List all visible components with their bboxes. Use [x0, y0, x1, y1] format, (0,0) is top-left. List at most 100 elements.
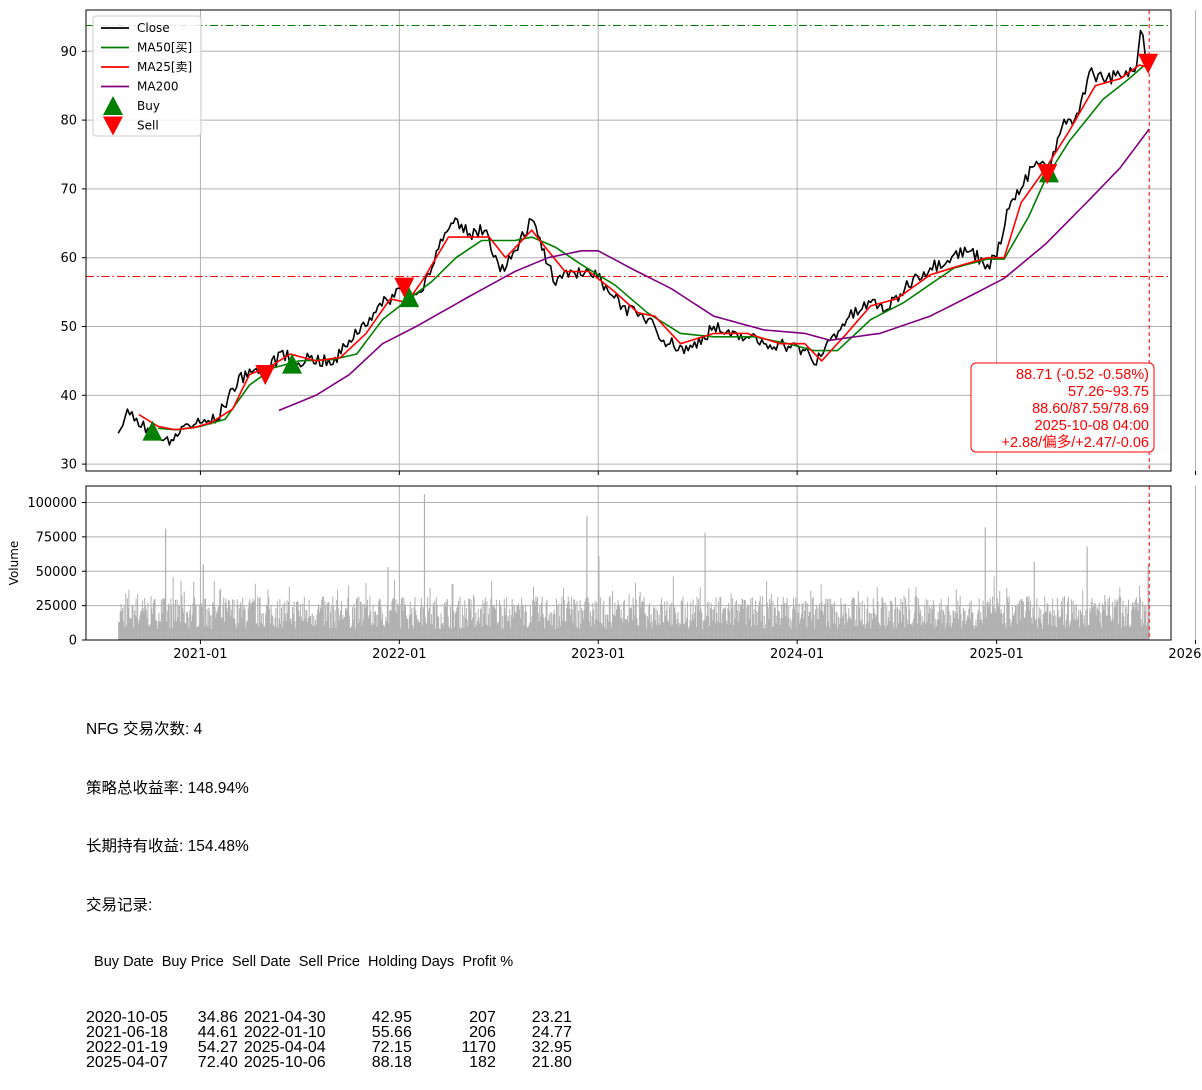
volume-bar [917, 598, 919, 640]
volume-bar [623, 599, 625, 640]
volume-bar [308, 600, 310, 640]
volume-bar [1048, 612, 1050, 640]
volume-bar [1044, 596, 1046, 640]
volume-bar [318, 604, 320, 640]
volume-bar [1018, 603, 1020, 640]
volume-bar [391, 600, 393, 640]
volume-bar [747, 604, 749, 640]
volume-bar [150, 596, 152, 640]
volume-bar [1077, 616, 1079, 640]
sell-price: 55.66 [371, 1024, 412, 1041]
volume-bar [403, 597, 405, 640]
volume-bar [731, 608, 733, 640]
trade-count: NFG 交易次数: 4 [86, 721, 203, 738]
volume-bar [878, 622, 880, 640]
volume-bar [954, 617, 956, 640]
volume-bar [999, 612, 1001, 640]
volume-bar [1047, 604, 1049, 640]
volume-bar [122, 621, 124, 640]
volume-bar [836, 612, 838, 640]
volume-bar [1105, 615, 1107, 640]
volume-bar [649, 603, 651, 640]
volume-bar [186, 611, 188, 640]
volume-bar [680, 600, 682, 640]
volume-bar [801, 604, 803, 640]
volume-bar [641, 602, 643, 640]
volume-bar [197, 626, 199, 640]
volume-bar [124, 627, 126, 640]
volume-bar [200, 606, 202, 640]
volume-bar [995, 611, 997, 640]
volume-bar [465, 617, 467, 640]
volume-bar [937, 611, 939, 640]
volume-bar [267, 589, 269, 640]
volume-bar [1109, 596, 1111, 640]
volume-bar [202, 564, 204, 640]
volume-bar [701, 612, 703, 640]
volume-bar [1131, 610, 1133, 640]
volume-bar [349, 627, 351, 640]
volume-bar [713, 606, 715, 640]
volume-bar [1019, 619, 1021, 640]
volume-bar [282, 604, 284, 640]
volume-bar [259, 597, 261, 640]
volume-bar [433, 606, 435, 640]
volume-bar [327, 602, 329, 640]
volume-bar [1098, 602, 1100, 640]
volume-bar [778, 611, 780, 640]
volume-bar [1143, 623, 1145, 640]
volume-bar [421, 625, 423, 640]
volume-bar [711, 609, 713, 640]
volume-bar [648, 605, 650, 640]
volume-bar [574, 599, 576, 640]
volume-bar [493, 605, 495, 640]
volume-bar [582, 618, 584, 640]
volume-bar [288, 601, 290, 640]
volume-bar [208, 607, 210, 640]
volume-bar [404, 605, 406, 640]
volume-bar [973, 625, 975, 640]
volume-bar [652, 620, 654, 640]
volume-bar [548, 615, 550, 640]
volume-bar [976, 626, 978, 640]
volume-bar [894, 596, 896, 640]
volume-bar [129, 617, 131, 640]
volume-bar [974, 625, 976, 640]
volume-bar [350, 628, 352, 640]
volume-bar [866, 608, 868, 640]
volume-bar [1147, 564, 1149, 640]
volume-bar [757, 611, 759, 640]
volume-bar [139, 615, 141, 640]
volume-bar [502, 615, 504, 640]
volume-bar [695, 626, 697, 640]
volume-bar [377, 614, 379, 640]
volume-bar [434, 600, 436, 640]
volume-bar [385, 617, 387, 640]
volume-bar [672, 576, 674, 640]
volume-bar [170, 598, 172, 640]
volume-bar [850, 619, 852, 640]
volume-bar [207, 626, 209, 640]
volume-bar [777, 610, 779, 640]
volume-bar [819, 609, 821, 640]
volume-bar [751, 597, 753, 640]
volume-bar [770, 603, 772, 640]
volume-bar [383, 627, 385, 640]
volume-bar [1139, 585, 1141, 640]
volume-bar [503, 599, 505, 640]
volume-bar [436, 604, 438, 640]
volume-bar [691, 614, 693, 640]
legend-sell-symbol [103, 116, 123, 136]
volume-bar [1138, 603, 1140, 640]
volume-bar [231, 599, 233, 640]
volume-bar [925, 599, 927, 640]
hold-return: 长期持有收益: 154.48% [86, 838, 249, 855]
volume-bar [570, 615, 572, 640]
volume-bar [1003, 612, 1005, 640]
annotation-line: 88.71 (-0.52 -0.58%) [1016, 367, 1149, 383]
volume-bar [844, 624, 846, 640]
volume-bar [996, 598, 998, 640]
volume-bar [638, 626, 640, 640]
volume-bar [707, 616, 709, 640]
volume-bar [1007, 597, 1009, 640]
